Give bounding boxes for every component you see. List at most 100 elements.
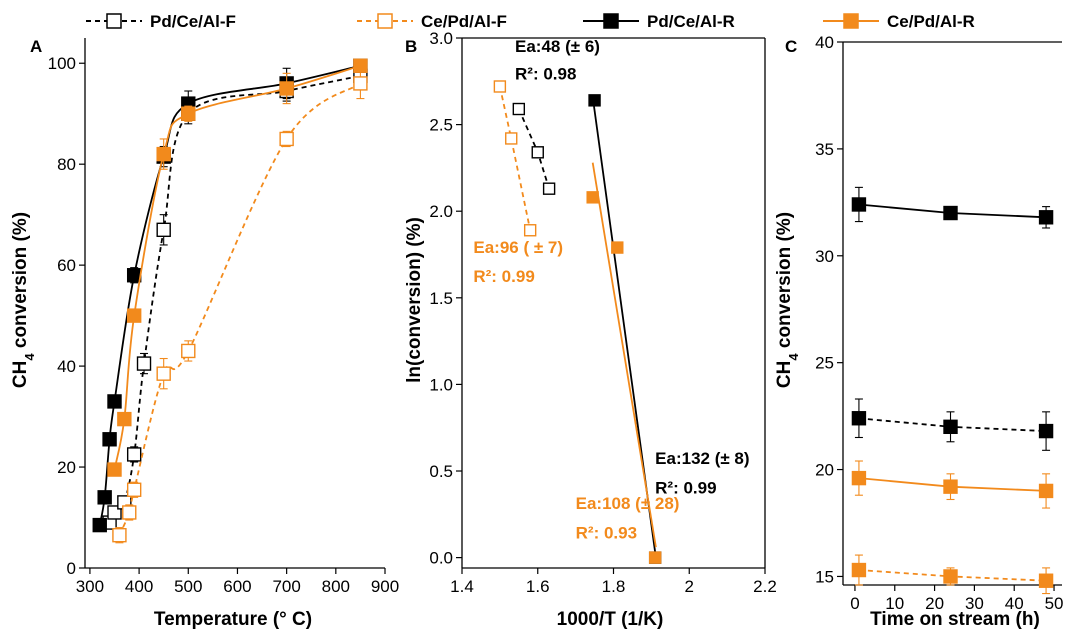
legend-swatch-marker	[106, 13, 122, 29]
data-point	[851, 562, 867, 578]
y-axis-label: CH4 conversion (%)	[10, 212, 37, 388]
annotation-text: Ea:132 (± 8)	[655, 449, 749, 468]
x-axis-label: Time on stream (h)	[870, 609, 1040, 630]
legend-item-ce-pd-al-f: Ce/Pd/Al-F	[357, 12, 507, 31]
data-point	[648, 551, 662, 564]
data-point	[112, 527, 127, 543]
y-tick-label: 15	[815, 567, 834, 586]
data-point	[1038, 210, 1054, 225]
data-point	[279, 131, 294, 147]
series-pd-ce-al-f	[851, 398, 1054, 451]
series-pd-ce-al-r	[851, 186, 1054, 229]
legend-item-ce-pd-al-r: Ce/Pd/Al-R	[823, 12, 975, 31]
y-tick-label: 0.5	[429, 462, 453, 481]
y-tick-label: 100	[48, 54, 76, 73]
data-point	[943, 569, 958, 584]
legend-label: Pd/Ce/Al-F	[150, 12, 236, 31]
data-point	[97, 490, 112, 505]
data-point	[851, 197, 867, 212]
x-tick-label: 500	[174, 577, 202, 596]
data-point	[156, 146, 171, 162]
annotation-text: R²: 0.98	[515, 65, 576, 84]
annotation-text: Ea:96 ( ± 7)	[473, 238, 563, 257]
x-tick-label: 2	[685, 577, 694, 596]
panel-b: 1.4 1.6 1.8 2 2.2 0.0 0.5 1.0 1.5 2.0 2.5 3.0 B 1000/…	[404, 29, 777, 630]
data-point	[107, 462, 122, 477]
data-point	[611, 241, 624, 254]
data-point	[156, 366, 171, 381]
legend-label: Ce/Pd/Al-F	[421, 12, 507, 31]
annotation-text: Ea:108 (± 28)	[576, 494, 680, 513]
x-tick-label: 800	[322, 577, 350, 596]
series-ce-pd-al-f	[112, 67, 368, 544]
data-point	[1038, 483, 1054, 499]
x-tick-label: 50	[1045, 594, 1064, 613]
series-line	[118, 82, 361, 536]
series-line	[108, 75, 361, 523]
series-pd-ce-al-r	[588, 94, 662, 564]
legend-label: Pd/Ce/Al-R	[647, 12, 735, 31]
y-tick-label: 2.5	[429, 116, 453, 135]
y-tick-label: 20	[815, 461, 834, 480]
data-point	[126, 308, 142, 323]
data-point	[542, 182, 556, 195]
x-tick-label: 600	[223, 577, 251, 596]
annotation-text: R²: 0.99	[473, 267, 534, 286]
y-tick-label: 60	[57, 256, 76, 275]
legend: Pd/Ce/Al-F Ce/Pd/Al-F Pd/Ce/Al-R Ce/Pd/Al-R	[86, 12, 975, 31]
y-tick-label: 2.0	[429, 202, 453, 221]
data-point	[126, 482, 142, 497]
x-axis-label: 1000/T (1/K)	[557, 609, 664, 630]
annotation-text: Ea:48 (± 6)	[515, 37, 600, 56]
x-tick-label: 1.6	[526, 577, 550, 596]
legend-item-pd-ce-al-r: Pd/Ce/Al-R	[583, 12, 735, 31]
y-axis-label: ln(conversion) (%)	[404, 217, 425, 383]
x-tick-label: 1.4	[450, 577, 474, 596]
x-tick-label: 400	[125, 577, 153, 596]
data-point	[107, 394, 122, 409]
data-point	[126, 447, 142, 462]
data-point	[136, 356, 152, 371]
annotation-text: R²: 0.93	[576, 524, 637, 543]
data-point	[943, 419, 958, 435]
data-point	[523, 224, 537, 237]
x-tick-label: 2.2	[753, 577, 777, 596]
y-tick-label: 80	[57, 155, 76, 174]
data-point	[943, 205, 958, 221]
x-tick-label: 700	[272, 577, 300, 596]
data-point	[353, 76, 368, 91]
data-point	[851, 411, 867, 426]
y-tick-label: 40	[57, 357, 76, 376]
y-tick-label: 1.0	[429, 375, 453, 394]
x-tick-label: 10	[885, 594, 904, 613]
legend-item-pd-ce-al-f: Pd/Ce/Al-F	[86, 12, 236, 31]
y-tick-label: 3.0	[429, 29, 453, 48]
y-tick-label: 30	[815, 247, 834, 266]
x-axis-label: Temperature (° C)	[154, 609, 312, 630]
data-point	[586, 191, 599, 204]
panel-letter: B	[405, 37, 417, 56]
data-point	[505, 132, 518, 145]
fit-line	[591, 162, 657, 548]
y-tick-label: 25	[815, 354, 834, 373]
data-point	[493, 80, 507, 93]
series-line	[113, 64, 361, 470]
data-point	[851, 470, 867, 486]
series-ce-pd-al-f	[493, 80, 537, 237]
x-tick-label: 20	[925, 594, 944, 613]
data-point	[353, 58, 368, 73]
x-tick-label: 300	[76, 577, 104, 596]
series-ce-pd-al-r	[107, 58, 368, 477]
data-point	[181, 106, 196, 121]
data-point	[943, 479, 958, 494]
legend-swatch-marker	[603, 13, 619, 29]
data-point	[102, 432, 117, 447]
data-point	[1038, 423, 1054, 439]
series-pd-ce-al-f	[102, 65, 368, 530]
legend-label: Ce/Pd/Al-R	[887, 12, 975, 31]
x-tick-label: 0	[850, 594, 859, 613]
series-ce-pd-al-r	[851, 460, 1054, 509]
y-tick-label: 0.0	[429, 549, 453, 568]
annotation-text: R²: 0.99	[655, 479, 716, 498]
data-point	[1038, 573, 1054, 588]
